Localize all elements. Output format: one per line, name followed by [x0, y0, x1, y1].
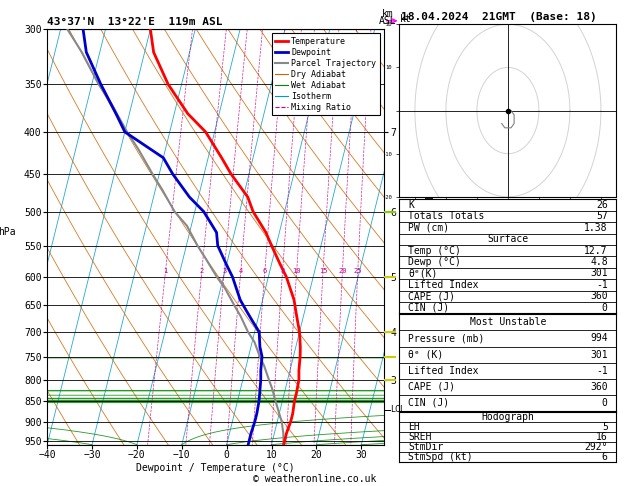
Text: 1.38: 1.38	[584, 223, 608, 233]
Text: θᵉ (K): θᵉ (K)	[408, 349, 443, 360]
Text: 6: 6	[602, 451, 608, 462]
Text: CAPE (J): CAPE (J)	[408, 291, 455, 301]
Text: km: km	[382, 9, 393, 19]
Text: 10: 10	[292, 268, 301, 274]
Text: Pressure (mb): Pressure (mb)	[408, 333, 484, 344]
Text: Surface: Surface	[487, 234, 528, 244]
Text: θᵉ(K): θᵉ(K)	[408, 268, 438, 278]
Text: 8: 8	[281, 268, 285, 274]
Text: PW (cm): PW (cm)	[408, 223, 449, 233]
Text: ASL: ASL	[379, 16, 396, 26]
Text: StmSpd (kt): StmSpd (kt)	[408, 451, 473, 462]
Text: 301: 301	[590, 349, 608, 360]
Text: Hodograph: Hodograph	[481, 412, 535, 422]
Text: 26: 26	[596, 200, 608, 210]
Text: Mixing Ratio (g/kg): Mixing Ratio (g/kg)	[426, 181, 436, 293]
Text: 20: 20	[338, 268, 347, 274]
Text: 3: 3	[222, 268, 226, 274]
Text: SREH: SREH	[408, 432, 431, 442]
Text: 2: 2	[199, 268, 204, 274]
Text: 18.04.2024  21GMT  (Base: 18): 18.04.2024 21GMT (Base: 18)	[401, 12, 596, 22]
Text: 994: 994	[590, 333, 608, 344]
Text: LCL: LCL	[391, 405, 406, 414]
X-axis label: Dewpoint / Temperature (°C): Dewpoint / Temperature (°C)	[136, 463, 295, 473]
Text: K: K	[408, 200, 414, 210]
Text: Most Unstable: Most Unstable	[470, 317, 546, 328]
Text: 25: 25	[353, 268, 362, 274]
Text: CIN (J): CIN (J)	[408, 398, 449, 408]
Text: 4.8: 4.8	[590, 257, 608, 267]
Text: 5: 5	[602, 422, 608, 432]
Text: 6: 6	[263, 268, 267, 274]
Text: 15: 15	[319, 268, 327, 274]
Text: 0: 0	[602, 398, 608, 408]
Text: 4: 4	[238, 268, 243, 274]
Text: 43°37'N  13°22'E  119m ASL: 43°37'N 13°22'E 119m ASL	[47, 17, 223, 27]
Legend: Temperature, Dewpoint, Parcel Trajectory, Dry Adiabat, Wet Adiabat, Isotherm, Mi: Temperature, Dewpoint, Parcel Trajectory…	[272, 34, 379, 116]
Text: CAPE (J): CAPE (J)	[408, 382, 455, 392]
Text: Lifted Index: Lifted Index	[408, 365, 479, 376]
Text: 12.7: 12.7	[584, 245, 608, 256]
Text: 360: 360	[590, 382, 608, 392]
Text: 16: 16	[596, 432, 608, 442]
Text: 0: 0	[602, 303, 608, 313]
Text: -1: -1	[596, 365, 608, 376]
Text: © weatheronline.co.uk: © weatheronline.co.uk	[253, 473, 376, 484]
Text: kt: kt	[399, 14, 411, 23]
Text: Lifted Index: Lifted Index	[408, 280, 479, 290]
Text: CIN (J): CIN (J)	[408, 303, 449, 313]
Text: 301: 301	[590, 268, 608, 278]
Text: -1: -1	[596, 280, 608, 290]
Text: 57: 57	[596, 211, 608, 222]
Text: 360: 360	[590, 291, 608, 301]
Text: StmDir: StmDir	[408, 442, 443, 451]
Text: Temp (°C): Temp (°C)	[408, 245, 461, 256]
Text: Dewp (°C): Dewp (°C)	[408, 257, 461, 267]
Text: 1: 1	[164, 268, 168, 274]
Y-axis label: hPa: hPa	[0, 227, 16, 237]
Text: EH: EH	[408, 422, 420, 432]
Text: 292°: 292°	[584, 442, 608, 451]
Text: Totals Totals: Totals Totals	[408, 211, 484, 222]
